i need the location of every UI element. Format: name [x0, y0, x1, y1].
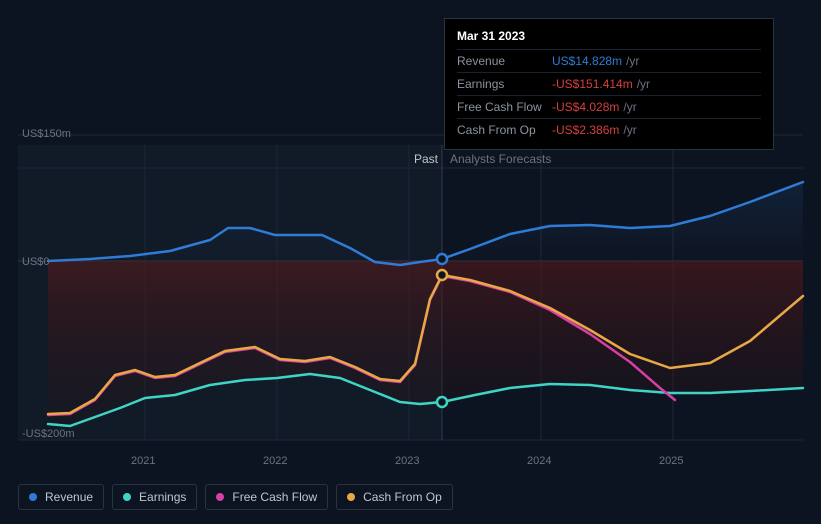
tooltip-date: Mar 31 2023: [457, 27, 761, 45]
legend-label: Revenue: [45, 490, 93, 504]
y-axis-label-bottom: -US$200m: [22, 428, 75, 440]
legend-label: Free Cash Flow: [232, 490, 317, 504]
tooltip-metric-label: Earnings: [457, 75, 552, 93]
chart-tooltip: Mar 31 2023 RevenueUS$14.828m/yrEarnings…: [444, 18, 774, 150]
forecast-section-label: Analysts Forecasts: [450, 152, 551, 166]
y-axis-label-top: US$150m: [22, 128, 71, 140]
tooltip-metric-value: US$14.828m: [552, 52, 622, 70]
x-axis-label: 2022: [263, 455, 287, 467]
chart-legend: Revenue Earnings Free Cash Flow Cash From O…: [18, 484, 453, 510]
legend-item-free-cash-flow[interactable]: Free Cash Flow: [205, 484, 328, 510]
y-axis-label-zero: US$0: [22, 256, 50, 268]
tooltip-unit: /yr: [623, 98, 636, 116]
tooltip-unit: /yr: [637, 75, 650, 93]
legend-dot-icon: [29, 493, 37, 501]
legend-dot-icon: [347, 493, 355, 501]
legend-dot-icon: [123, 493, 131, 501]
legend-dot-icon: [216, 493, 224, 501]
legend-item-revenue[interactable]: Revenue: [18, 484, 104, 510]
tooltip-metric-label: Cash From Op: [457, 121, 552, 139]
tooltip-metric-value: -US$2.386m: [552, 121, 619, 139]
tooltip-row: Cash From Op-US$2.386m/yr: [457, 118, 761, 141]
tooltip-metric-value: -US$4.028m: [552, 98, 619, 116]
tooltip-unit: /yr: [623, 121, 636, 139]
x-axis-label: 2021: [131, 455, 155, 467]
past-section-label: Past: [414, 152, 438, 166]
tooltip-row: RevenueUS$14.828m/yr: [457, 49, 761, 72]
tooltip-row: Free Cash Flow-US$4.028m/yr: [457, 95, 761, 118]
x-axis-label: 2024: [527, 455, 551, 467]
x-axis-label: 2025: [659, 455, 683, 467]
legend-label: Earnings: [139, 490, 186, 504]
tooltip-metric-label: Revenue: [457, 52, 552, 70]
legend-label: Cash From Op: [363, 490, 442, 504]
tooltip-row: Earnings-US$151.414m/yr: [457, 72, 761, 95]
tooltip-metric-value: -US$151.414m: [552, 75, 633, 93]
financial-chart: Mar 31 2023 RevenueUS$14.828m/yrEarnings…: [0, 0, 821, 524]
tooltip-unit: /yr: [626, 52, 639, 70]
legend-item-earnings[interactable]: Earnings: [112, 484, 197, 510]
tooltip-metric-label: Free Cash Flow: [457, 98, 552, 116]
x-axis-label: 2023: [395, 455, 419, 467]
legend-item-cash-from-op[interactable]: Cash From Op: [336, 484, 453, 510]
